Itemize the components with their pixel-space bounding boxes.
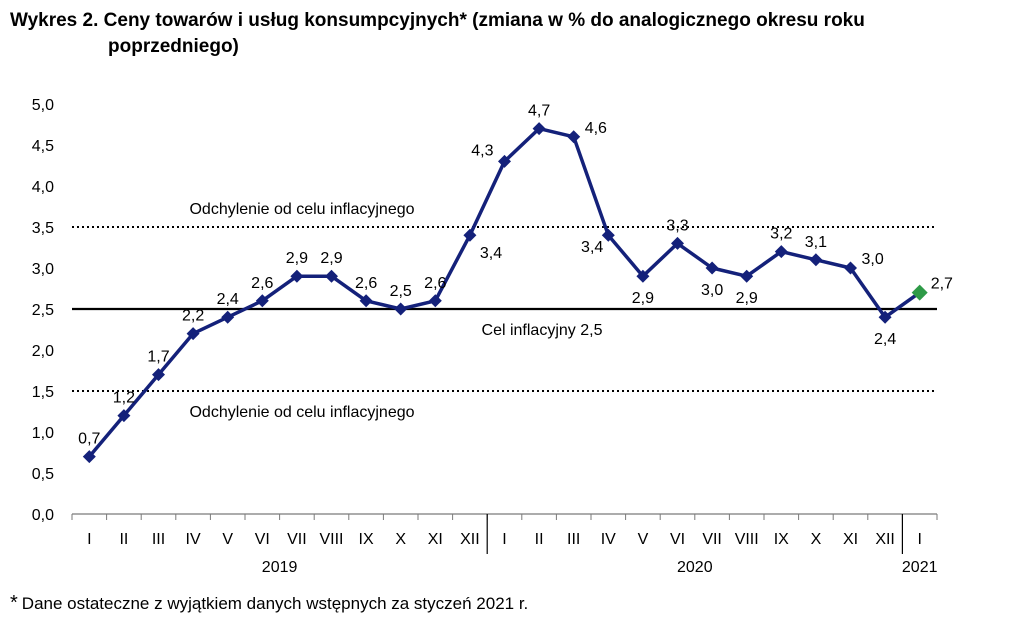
x-tick-label: IX xyxy=(359,531,374,548)
y-tick-label: 2,5 xyxy=(32,302,54,319)
data-point xyxy=(359,294,373,308)
y-tick-label: 5,0 xyxy=(32,97,54,114)
data-label: 2,9 xyxy=(320,250,342,267)
inflation-line-chart: 0,0 0,5 1,0 1,5 2,0 2,5 3,0 3,5 4,0 4,5 5,0 Odchyle… xyxy=(32,97,953,576)
year-label: 2021 xyxy=(902,559,938,576)
data-point xyxy=(221,310,235,324)
data-label: 2,6 xyxy=(355,275,377,292)
data-point xyxy=(567,130,581,144)
data-label: 2,4 xyxy=(217,291,239,308)
data-label: 3,4 xyxy=(480,245,502,262)
data-label: 2,4 xyxy=(874,331,896,348)
y-tick-label: 4,5 xyxy=(32,138,54,155)
data-point xyxy=(809,253,823,267)
data-point xyxy=(601,228,615,242)
data-point xyxy=(290,269,304,283)
data-label: 2,2 xyxy=(182,308,204,325)
year-label: 2019 xyxy=(262,559,298,576)
data-label: 1,7 xyxy=(147,349,169,366)
x-tick-label: IV xyxy=(186,531,201,548)
data-label: 3,0 xyxy=(701,282,723,299)
data-point xyxy=(186,327,200,341)
y-tick-label: 0,0 xyxy=(32,507,54,524)
x-tick-label: IV xyxy=(601,531,616,548)
data-label: 2,6 xyxy=(251,275,273,292)
year-label: 2020 xyxy=(677,559,713,576)
data-point xyxy=(463,228,477,242)
data-label: 3,0 xyxy=(862,251,884,268)
x-tick-label: II xyxy=(119,531,128,548)
data-point xyxy=(394,302,408,316)
y-tick-label: 2,0 xyxy=(32,343,54,360)
reference-line-label: Odchylenie od celu inflacyjnego xyxy=(189,404,414,421)
data-label: 2,5 xyxy=(390,283,412,300)
y-tick-label: 3,0 xyxy=(32,261,54,278)
footnote-marker: * xyxy=(10,592,18,614)
data-point xyxy=(428,294,442,308)
x-tick-label: XI xyxy=(428,531,443,548)
data-label: 2,6 xyxy=(424,275,446,292)
reference-line-label: Odchylenie od celu inflacyjnego xyxy=(189,201,414,218)
data-point xyxy=(740,269,754,283)
footnote-text: Dane ostateczne z wyjątkiem danych wstęp… xyxy=(21,594,529,613)
data-label: 3,1 xyxy=(805,234,827,251)
data-point xyxy=(774,245,788,259)
data-point xyxy=(255,294,269,308)
x-tick-label: III xyxy=(567,531,580,548)
data-point xyxy=(671,236,684,250)
x-tick-label: VI xyxy=(670,531,685,548)
data-label: 0,7 xyxy=(78,431,100,448)
data-label: 4,3 xyxy=(471,142,493,159)
data-point xyxy=(498,154,511,168)
data-label: 4,6 xyxy=(585,120,607,137)
x-tick-label: I xyxy=(917,531,921,548)
y-tick-label: 1,0 xyxy=(32,425,54,442)
x-tick-label: X xyxy=(395,531,406,548)
y-tick-label: 3,5 xyxy=(32,220,54,237)
y-tick-label: 4,0 xyxy=(32,179,54,196)
x-tick-label: VI xyxy=(255,531,270,548)
x-tick-label: II xyxy=(535,531,544,548)
x-tick-label: XII xyxy=(460,531,480,548)
y-tick-label: 1,5 xyxy=(32,384,54,401)
x-tick-label: I xyxy=(87,531,91,548)
data-label: 3,2 xyxy=(770,226,792,243)
data-label: 1,2 xyxy=(113,390,135,407)
data-point xyxy=(325,269,338,283)
reference-line-label: Cel inflacyjny 2,5 xyxy=(482,322,603,339)
data-point xyxy=(532,122,546,136)
x-tick-label: I xyxy=(502,531,506,548)
data-label: 3,3 xyxy=(666,217,688,234)
data-label: 2,7 xyxy=(931,276,953,293)
x-tick-label: IX xyxy=(774,531,789,548)
x-tick-label: V xyxy=(222,531,233,548)
data-label: 3,4 xyxy=(581,239,603,256)
data-point xyxy=(844,261,857,275)
data-label: 2,9 xyxy=(632,290,654,307)
data-label: 4,7 xyxy=(528,103,550,120)
x-tick-label: VII xyxy=(287,531,307,548)
data-point xyxy=(152,368,165,382)
data-point xyxy=(705,261,719,275)
chart-title: Wykres 2. Ceny towarów i usług konsumpcy… xyxy=(10,8,1000,60)
x-tick-label: XI xyxy=(843,531,858,548)
preliminary-data-point xyxy=(911,284,928,301)
data-point xyxy=(636,269,650,283)
y-tick-label: 0,5 xyxy=(32,466,54,483)
x-tick-label: X xyxy=(811,531,822,548)
x-tick-label: VIII xyxy=(319,531,343,548)
x-tick-label: VIII xyxy=(735,531,759,548)
x-tick-label: XII xyxy=(875,531,895,548)
data-point xyxy=(878,310,892,324)
data-label: 2,9 xyxy=(286,250,308,267)
chart-title-line-1: Wykres 2. Ceny towarów i usług konsumpcy… xyxy=(10,10,865,31)
chart-title-line-2: poprzedniego) xyxy=(108,36,239,57)
data-point xyxy=(117,409,131,423)
x-tick-label: VII xyxy=(702,531,722,548)
data-point xyxy=(82,450,96,464)
data-label: 2,9 xyxy=(736,290,758,307)
x-tick-label: V xyxy=(638,531,649,548)
footnote: * Dane ostateczne z wyjątkiem danych wstę… xyxy=(10,592,529,617)
x-tick-label: III xyxy=(152,531,165,548)
